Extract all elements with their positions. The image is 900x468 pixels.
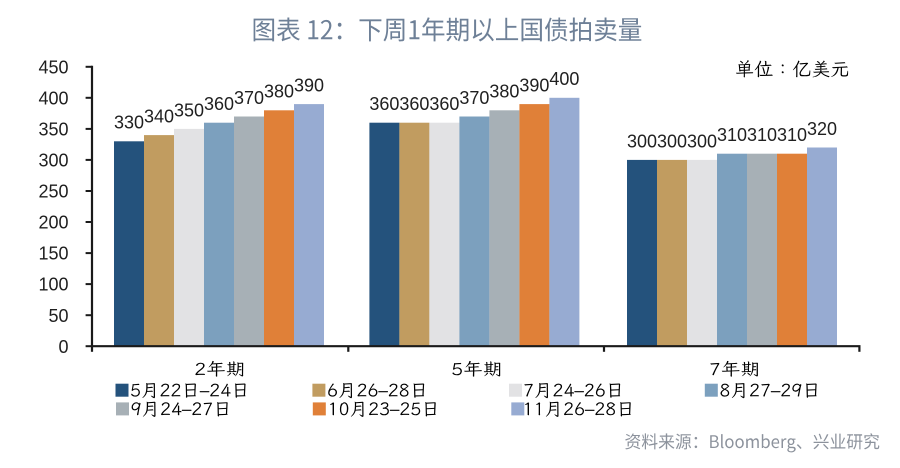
svg-text:330: 330 (114, 113, 144, 133)
svg-text:50: 50 (48, 306, 68, 326)
svg-text:300: 300 (38, 151, 68, 171)
svg-text:150: 150 (38, 244, 68, 264)
svg-text:100: 100 (38, 275, 68, 295)
svg-text:300: 300 (627, 131, 657, 151)
svg-text:310: 310 (717, 125, 747, 145)
svg-text:0: 0 (58, 337, 68, 357)
svg-text:360: 360 (204, 94, 234, 114)
svg-text:200: 200 (38, 213, 68, 233)
svg-text:380: 380 (489, 82, 519, 102)
svg-text:390: 390 (294, 76, 324, 96)
svg-text:300: 300 (687, 131, 717, 151)
svg-text:360: 360 (399, 94, 429, 114)
svg-text:350: 350 (174, 100, 204, 120)
svg-text:360: 360 (369, 94, 399, 114)
svg-text:360: 360 (429, 94, 459, 114)
svg-text:380: 380 (264, 82, 294, 102)
svg-text:400: 400 (38, 88, 68, 108)
svg-text:310: 310 (777, 125, 807, 145)
svg-text:370: 370 (234, 88, 264, 108)
svg-text:300: 300 (657, 131, 687, 151)
svg-text:400: 400 (549, 69, 579, 89)
svg-text:310: 310 (747, 125, 777, 145)
svg-text:350: 350 (38, 120, 68, 140)
svg-text:390: 390 (519, 76, 549, 96)
svg-text:370: 370 (459, 88, 489, 108)
svg-text:250: 250 (38, 182, 68, 202)
svg-text:340: 340 (144, 107, 174, 127)
svg-text:450: 450 (38, 57, 68, 77)
svg-text:320: 320 (807, 119, 837, 139)
